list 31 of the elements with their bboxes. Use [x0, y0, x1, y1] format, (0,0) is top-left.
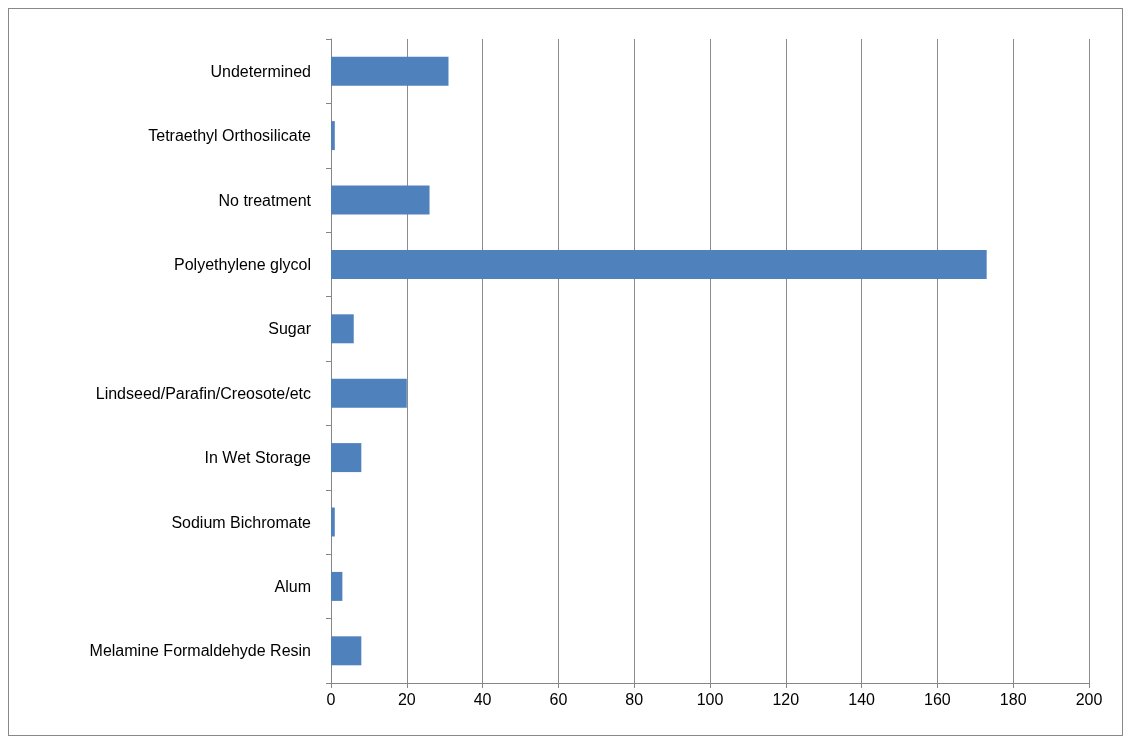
x-tick-label: 80 — [625, 690, 644, 708]
y-tick-label: Sodium Bichromate — [171, 513, 312, 531]
bar — [331, 636, 362, 666]
x-tick-label: 140 — [848, 690, 876, 708]
y-tick-label: Tetraethyl Orthosilicate — [148, 127, 312, 145]
x-tick-label: 0 — [326, 690, 336, 708]
bar — [331, 443, 362, 473]
x-tick-label: 20 — [397, 690, 416, 708]
y-tick-label: Alum — [274, 577, 311, 595]
x-tick-label: 120 — [772, 690, 800, 708]
bar — [331, 121, 335, 151]
y-tick-label: Melamine Formaldehyde Resin — [89, 642, 311, 660]
bar — [331, 507, 335, 537]
x-tick-label: 40 — [473, 690, 492, 708]
bar — [331, 249, 987, 279]
x-tick-label: 60 — [549, 690, 568, 708]
y-tick-label: Lindseed/Parafin/Creosote/etc — [95, 384, 311, 402]
x-tick-label: 180 — [999, 690, 1027, 708]
bar — [331, 56, 449, 86]
bar — [331, 185, 430, 215]
bar — [331, 378, 407, 408]
bar — [331, 571, 343, 601]
y-tick-label: Sugar — [268, 320, 312, 338]
x-tick-label: 200 — [1075, 690, 1103, 708]
y-tick-label: Undetermined — [210, 62, 311, 80]
x-tick-label: 100 — [696, 690, 724, 708]
y-tick-label: Polyethylene glycol — [174, 255, 311, 273]
x-tick-label: 160 — [924, 690, 951, 708]
bar — [331, 314, 354, 344]
y-tick-label: In Wet Storage — [204, 449, 312, 467]
y-tick-label: No treatment — [218, 191, 312, 209]
